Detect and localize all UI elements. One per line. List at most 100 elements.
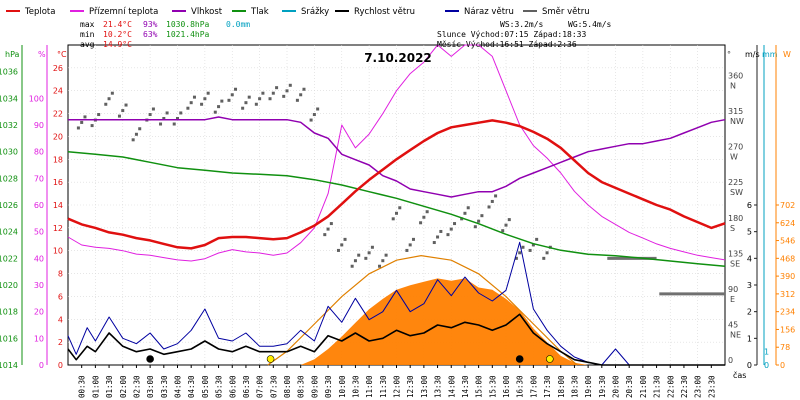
wind-direction-point <box>381 259 385 263</box>
wind-direction-point <box>299 93 303 97</box>
wind-direction-point <box>97 113 101 117</box>
x-tick-label: 18:00 <box>557 375 566 398</box>
wind-direction-point <box>176 116 179 120</box>
temperature-tick-label: 22 <box>53 110 63 119</box>
wind-speed-line <box>67 313 725 366</box>
x-tick-label: 10:30 <box>351 375 360 398</box>
temperature-tick-label: 16 <box>53 178 63 187</box>
wind-direction-point <box>411 237 415 241</box>
wind-direction-point <box>357 253 361 257</box>
wind-direction-point <box>192 95 196 99</box>
wind-direction-point <box>302 87 306 91</box>
wind-direction-tick-label: 315 <box>728 107 743 116</box>
wind-direction-point <box>370 245 374 249</box>
wind-direction-point <box>268 97 272 101</box>
wind-direction-point <box>329 222 333 226</box>
pressure-tick-label: 1024 <box>0 228 18 237</box>
wind-direction-point <box>217 105 221 109</box>
wind-direction-point <box>528 248 532 252</box>
x-tick-label: 03:00 <box>146 375 155 398</box>
x-tick-label: 03:30 <box>160 375 169 398</box>
wind-direction-point <box>244 101 248 105</box>
wind-direction-point <box>507 218 511 222</box>
sun-marker <box>266 355 275 363</box>
wind-direction-point <box>258 97 262 101</box>
wind-direction-point <box>203 97 207 101</box>
temperature-tick-label: 2 <box>58 338 63 347</box>
x-tick-label: 04:30 <box>187 375 196 398</box>
x-tick-label: 12:30 <box>406 375 415 398</box>
solar-tick-label: 546 <box>780 237 795 246</box>
x-tick-label: 23:30 <box>707 375 716 398</box>
x-tick-label: 13:00 <box>420 375 429 398</box>
wind-direction-point <box>124 103 128 107</box>
pressure-tick-label: 1018 <box>0 308 18 317</box>
temperature-tick-label: 26 <box>53 64 63 73</box>
wind-direction-tick-label: 360 <box>728 72 743 81</box>
sun-marker <box>545 355 554 363</box>
solar-axis-label: W <box>783 50 791 59</box>
stat-humidity: 63% <box>143 30 158 39</box>
wind-direction-point <box>521 245 525 249</box>
x-tick-label: 07:30 <box>269 375 278 398</box>
stat-temperature: 14.9°C <box>103 40 132 49</box>
wind-direction-point <box>148 113 152 117</box>
temperature-tick-label: 6 <box>58 292 63 301</box>
x-tick-label: 17:00 <box>529 375 538 398</box>
pressure-line <box>67 150 726 268</box>
x-tick-label: 21:30 <box>653 375 662 398</box>
x-tick-label: 02:00 <box>119 375 128 398</box>
legend-label: Srážky <box>301 7 329 17</box>
wind-direction-point <box>340 243 344 247</box>
pressure-tick-label: 1028 <box>0 174 18 183</box>
wind-speed-tick-label: 5 <box>747 228 752 237</box>
legend-label: Tlak <box>250 7 269 17</box>
gust-line <box>67 241 725 366</box>
humidity-tick-label: 0 <box>39 361 44 370</box>
wind-direction-tick-label: S <box>730 224 735 233</box>
wind-direction-point <box>477 219 481 223</box>
stat-temperature: 10.2°C <box>103 30 132 39</box>
x-tick-label: 15:00 <box>475 375 484 398</box>
wind-direction-point <box>151 107 155 111</box>
x-tick-label: 15:30 <box>488 375 497 398</box>
wind-direction-point <box>104 102 108 106</box>
humidity-tick-label: 20 <box>34 308 44 317</box>
wind-direction-point <box>316 107 320 111</box>
pressure-tick-label: 1014 <box>0 361 18 370</box>
x-tick-label: 16:00 <box>502 375 511 398</box>
x-tick-label: 22:00 <box>666 375 675 398</box>
x-tick-label: 09:30 <box>324 375 333 398</box>
pressure-tick-label: 1026 <box>0 201 18 210</box>
wind-direction-point <box>545 251 549 255</box>
ground-temperature-line <box>67 44 726 262</box>
humidity-axis-label: % <box>38 50 46 59</box>
wind-direction-point <box>282 94 286 98</box>
wind-direction-point <box>213 110 217 114</box>
wind-direction-point <box>288 83 292 87</box>
wind-direction-point <box>247 95 251 99</box>
stat-temperature: 21.4°C <box>103 20 132 29</box>
x-tick-label: 05:00 <box>201 375 210 398</box>
rain-tick-label: 1 <box>764 348 769 357</box>
humidity-tick-label: 40 <box>34 254 44 263</box>
wind-direction-point <box>432 241 436 245</box>
wind-direction-point <box>384 253 388 257</box>
temperature-tick-label: 4 <box>58 315 63 324</box>
x-tick-label: 01:30 <box>105 375 114 398</box>
x-tick-label: 23:00 <box>694 375 703 398</box>
wind-direction-point <box>425 210 429 214</box>
wind-direction-tick-label: 135 <box>728 249 743 258</box>
humidity-line <box>68 116 726 198</box>
wind-direction-point <box>131 138 135 142</box>
x-axis-label: čas <box>733 370 746 380</box>
wind-direction-point <box>453 222 457 226</box>
wind-direction-point <box>80 120 84 124</box>
x-tick-label: 20:00 <box>612 375 621 398</box>
wind-direction-point <box>518 251 522 255</box>
wind-direction-point <box>295 98 299 102</box>
rain-tick-label: 0 <box>764 361 769 370</box>
legend-label: Vlhkost <box>191 7 223 17</box>
temperature-tick-label: 10 <box>53 247 63 256</box>
